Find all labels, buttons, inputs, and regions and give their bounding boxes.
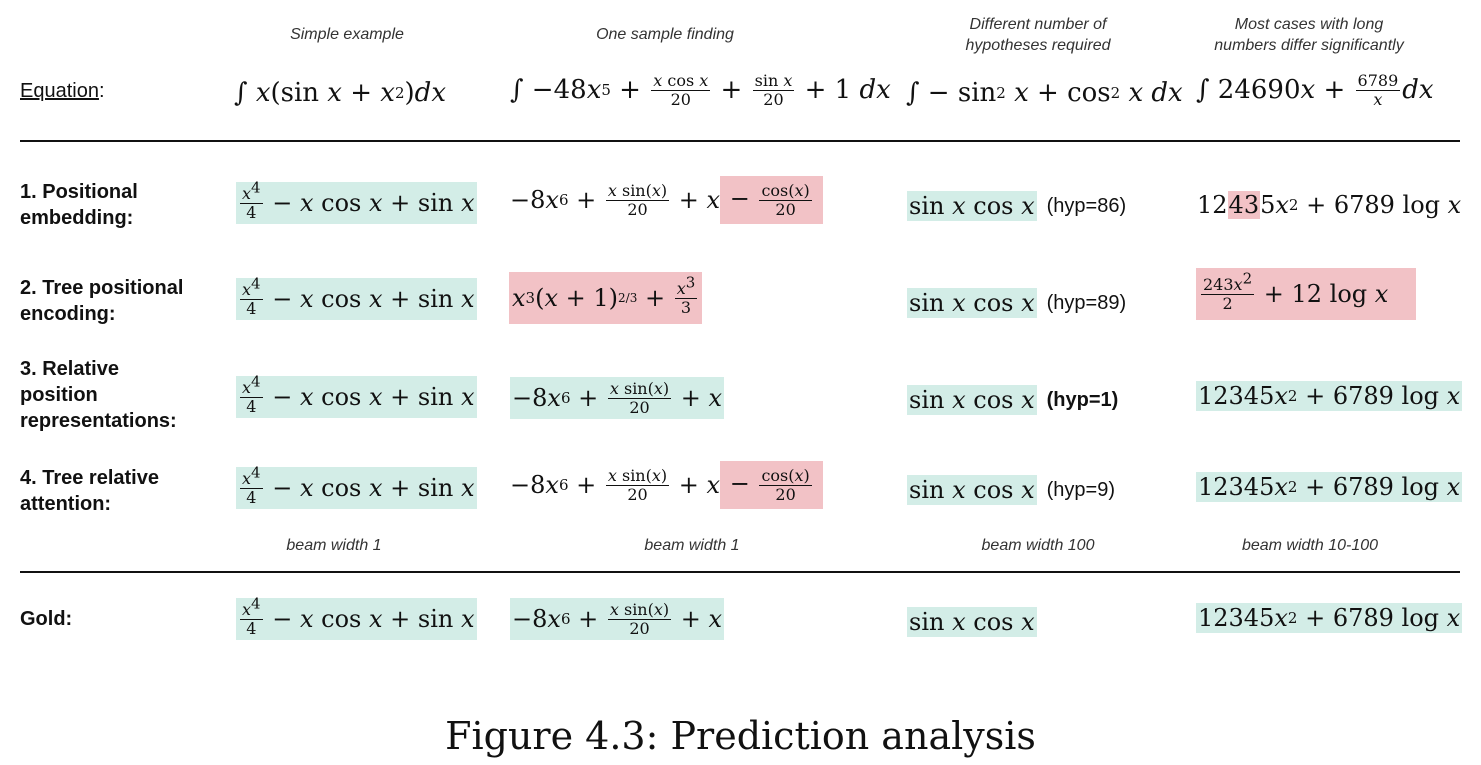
header-long-numbers-line1: Most cases with long — [1234, 16, 1384, 33]
row4-label-line1: 4. Tree relative — [20, 467, 159, 489]
row2-label-line1: 2. Tree positional — [20, 277, 184, 299]
equation-label: Equation: — [20, 80, 105, 103]
row3-hypotheses-cell: sin x cos x (hyp=1) — [907, 385, 1118, 415]
row-label-tree-positional-encoding: 2. Tree positional encoding: — [20, 275, 183, 327]
equation-simple: ∫ x (sin x + x 2) dx — [234, 78, 446, 108]
row-label-gold: Gold: — [20, 608, 73, 630]
row1-sample-prediction: −8 x 6 + x sin(x) 20 + x − cos(x) 20 — [510, 176, 824, 225]
row4-simple-prediction-correct: x4 4 − x cos x + sin x — [236, 465, 477, 510]
row2-hypotheses-prediction-correct: sin x cos x — [907, 288, 1037, 318]
header-long-numbers-line2: numbers differ significantly — [1214, 37, 1404, 54]
row3-simple-prediction-correct: x4 4 − x cos x + sin x — [236, 374, 477, 419]
row1-label-line1: 1. Positional — [20, 181, 138, 203]
row1-simple-prediction-correct: x4 4 − x cos x + sin x — [236, 180, 477, 225]
beam-width-col1: beam width 1 — [286, 537, 382, 554]
row1-hyp-count: (hyp=86) — [1046, 194, 1127, 217]
row2-hyp-count: (hyp=89) — [1046, 291, 1127, 314]
header-different-hypotheses: Different number of hypotheses required — [928, 14, 1148, 56]
row-label-tree-relative-attention: 4. Tree relative attention: — [20, 465, 159, 517]
row1-hypotheses-prediction-correct: sin x cos x — [907, 191, 1037, 221]
row3-hyp-count: (hyp=1) — [1046, 388, 1119, 411]
equation-one-sample: ∫ −48 x 5 + x cos x 20 + sin x 20 + 1 dx — [510, 71, 891, 109]
row3-long-numbers-prediction-correct: 12345 x 2 + 6789 log x — [1196, 381, 1463, 411]
row1-label-line2: embedding: — [20, 207, 134, 229]
row4-sample-incorrect-term: − cos(x) 20 — [720, 461, 824, 510]
gold-long-numbers: 12345 x 2 + 6789 log x — [1196, 603, 1463, 633]
bottom-rule — [20, 571, 1460, 573]
gold-simple: x4 4 − x cos x + sin x — [236, 596, 477, 641]
gold-sample: −8 x 6 + x sin(x) 20 + x — [510, 598, 725, 641]
row2-label-line2: encoding: — [20, 303, 116, 325]
header-long-numbers: Most cases with long numbers differ sign… — [1189, 14, 1429, 56]
row3-hypotheses-prediction-correct: sin x cos x — [907, 385, 1037, 415]
figure-caption: Figure 4.3: Prediction analysis — [445, 714, 1036, 758]
row2-sample-prediction-incorrect: x 3(x + 1) 2/3 + x3 3 — [509, 272, 703, 325]
row4-sample-prediction: −8 x 6 + x sin(x) 20 + x − cos(x) 20 — [510, 461, 824, 510]
row1-hypotheses-cell: sin x cos x (hyp=86) — [907, 191, 1126, 221]
header-simple-example: Simple example — [290, 26, 404, 43]
row4-hypotheses-cell: sin x cos x (hyp=9) — [907, 475, 1115, 505]
header-different-hypotheses-line2: hypotheses required — [965, 37, 1111, 54]
equation-label-colon: : — [98, 80, 105, 102]
beam-width-col2: beam width 1 — [644, 537, 740, 554]
row4-hyp-count: (hyp=9) — [1046, 478, 1116, 501]
row-label-positional-embedding: 1. Positional embedding: — [20, 179, 138, 231]
row4-label-line2: attention: — [20, 493, 112, 515]
beam-width-col3: beam width 100 — [981, 537, 1095, 554]
row4-long-numbers-prediction-correct: 12345 x 2 + 6789 log x — [1196, 472, 1463, 502]
equation-label-text: Equation — [20, 80, 99, 102]
row2-simple-prediction-correct: x4 4 − x cos x + sin x — [236, 276, 477, 321]
row2-long-numbers-prediction-incorrect: 243x2 2 + 12 log x — [1196, 268, 1417, 321]
row3-label-line1: 3. Relative — [20, 358, 119, 380]
row1-long-numbers-prediction: 12 43 5 x 2 + 6789 log x — [1197, 191, 1462, 219]
row1-sample-incorrect-term: − cos(x) 20 — [720, 176, 824, 225]
row3-sample-prediction-correct: −8 x 6 + x sin(x) 20 + x — [510, 377, 725, 420]
row-label-relative-position: 3. Relative position representations: — [20, 356, 177, 434]
header-one-sample-finding: One sample finding — [596, 26, 734, 43]
row3-label-line3: representations: — [20, 410, 177, 432]
row4-hypotheses-prediction-correct: sin x cos x — [907, 475, 1037, 505]
equation-different-hypotheses: ∫ − sin 2 x + cos 2 x dx — [906, 78, 1183, 108]
beam-width-col4: beam width 10-100 — [1241, 537, 1379, 554]
top-rule — [20, 140, 1460, 142]
row2-hypotheses-cell: sin x cos x (hyp=89) — [907, 288, 1126, 318]
row3-label-line2: position — [20, 384, 98, 406]
header-different-hypotheses-line1: Different number of — [969, 16, 1107, 33]
equation-long-numbers: ∫ 24690 x + 6789 x dx — [1196, 71, 1434, 109]
gold-hypotheses: sin x cos x — [907, 607, 1037, 637]
row1-long-numbers-incorrect-digits: 43 — [1227, 191, 1261, 219]
